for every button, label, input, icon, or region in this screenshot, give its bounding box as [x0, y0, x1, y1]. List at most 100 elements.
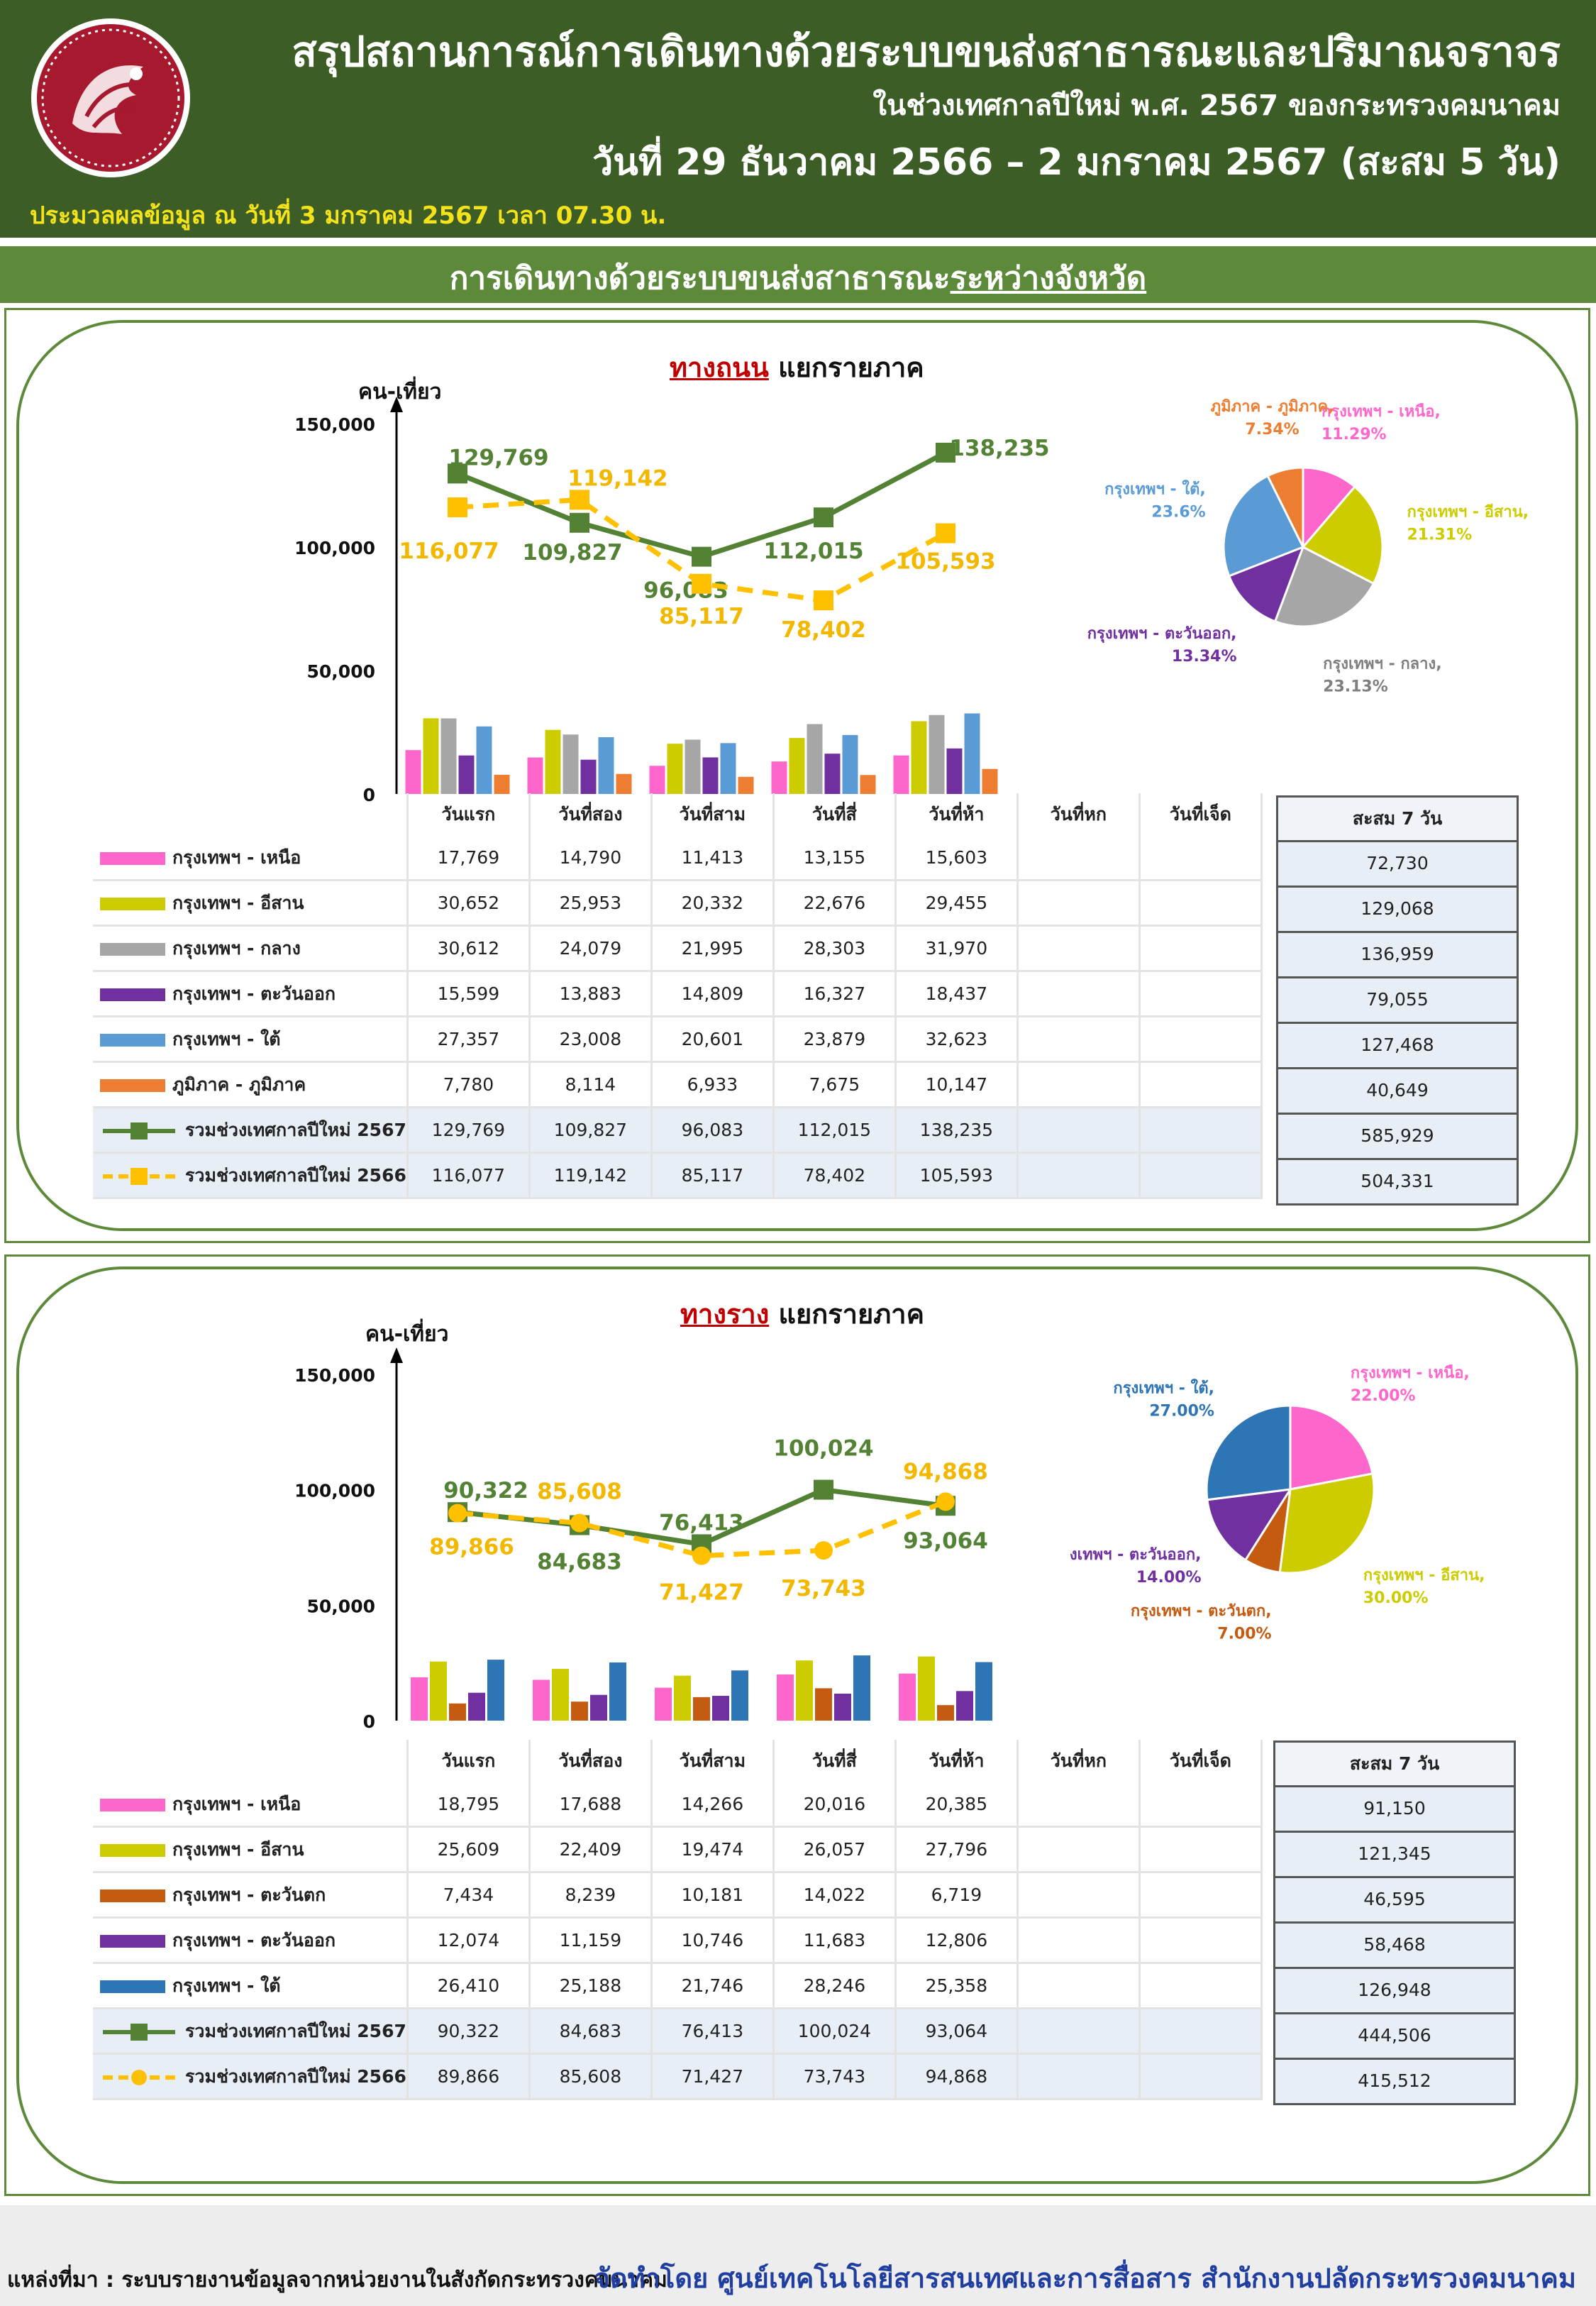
- rail-pie-slice: [1278, 1472, 1375, 1574]
- row-label-text: กรุงเทพฯ - อีสาน: [172, 1838, 304, 1860]
- legend-swatch-icon: [100, 1843, 165, 1857]
- road-mode-label: ทางถนน: [670, 352, 769, 383]
- rail-pie-slice: [1205, 1404, 1292, 1501]
- row-label-text: กรุงเทพฯ - ตะวันออก: [172, 983, 336, 1004]
- table-cell: [1140, 2009, 1263, 2055]
- cumulative-header: สะสม 7 วัน: [1276, 795, 1519, 842]
- rail-pie-label-value: 30.00%: [1363, 1589, 1429, 1607]
- day-column-header: วันที่สาม: [653, 793, 775, 836]
- legend-line-icon: [103, 1167, 175, 1185]
- road-bar: [911, 721, 927, 794]
- road-line-data-label: 105,593: [895, 549, 995, 575]
- rail-y-tick-label: 50,000: [307, 1596, 375, 1616]
- road-line-data-label: 119,142: [567, 465, 667, 491]
- road-y-tick-label: 100,000: [294, 538, 375, 558]
- day-column-header: วันที่หก: [1019, 793, 1141, 836]
- road-bar: [702, 757, 719, 794]
- road-panel: ทางถนน แยกรายภาค คน-เที่ยว 0 50,000 100,00…: [4, 308, 1590, 1243]
- legend-swatch-icon: [100, 1078, 165, 1092]
- rail-bar: [731, 1670, 748, 1721]
- rail-line-marker: [814, 1541, 833, 1560]
- table-cell: 22,676: [774, 881, 897, 927]
- table-cell: 11,413: [652, 836, 775, 881]
- table-cell: 26,410: [408, 1964, 531, 2009]
- rail-combo-chart: 0 50,000 100,000 150,000 90,322 84,683 76,413 1…: [294, 1347, 992, 1732]
- legend-line-icon: [103, 2023, 175, 2041]
- table-cell: 89,866: [408, 2055, 531, 2100]
- rail-line-marker: [936, 1492, 955, 1511]
- table-cell: 138,235: [896, 1108, 1019, 1154]
- day-column-header: วันที่หก: [1019, 1740, 1141, 1782]
- table-header-row: วันแรก วันที่สอง วันที่สาม วันที่สี่ วันที่ห…: [93, 793, 1263, 836]
- table-cell: [1018, 2055, 1141, 2100]
- rail-line-data-label: 100,024: [773, 1436, 873, 1462]
- rail-bar: [712, 1696, 729, 1721]
- day-column-header: วันที่สี่: [775, 793, 897, 836]
- table-cell: 8,114: [530, 1063, 653, 1108]
- rail-y-tick-label: 150,000: [294, 1365, 375, 1386]
- section-title-underlined: ระหว่างจังหวัด: [950, 260, 1147, 297]
- road-bar: [946, 748, 963, 794]
- legend-swatch-icon: [100, 1934, 165, 1948]
- rail-line-marker: [448, 1504, 467, 1523]
- road-line-marker: [448, 497, 467, 518]
- road-pie-label-name: กรุงเทพฯ - กลาง,: [1323, 655, 1441, 673]
- legend-line-marker: [131, 2069, 147, 2085]
- road-pie-label-value: 21.31%: [1407, 526, 1473, 544]
- day-column-header: วันที่เจ็ด: [1141, 1740, 1263, 1782]
- table-cell: [1140, 1828, 1263, 1873]
- table-cell: 85,117: [652, 1154, 775, 1199]
- road-bar: [982, 768, 998, 794]
- table-cell: [1140, 927, 1263, 972]
- road-bar: [423, 718, 439, 794]
- rail-pie-label-name: กรุงเทพฯ - ใต้,: [1113, 1378, 1214, 1398]
- road-line-data-label: 85,117: [659, 604, 744, 629]
- table-cell: 27,796: [896, 1828, 1019, 1873]
- road-bar: [476, 726, 492, 794]
- table-cell: [1140, 1063, 1263, 1108]
- day-column-header: วันที่สี่: [775, 1740, 897, 1782]
- rail-pie-slice: [1206, 1488, 1292, 1562]
- table-cell: [1018, 1782, 1141, 1828]
- rail-bar: [674, 1675, 691, 1721]
- table-cell: 14,266: [652, 1782, 775, 1828]
- rail-bar: [796, 1660, 813, 1721]
- table-cell: 7,780: [408, 1063, 531, 1108]
- rail-pie-label-value: 14.00%: [1136, 1569, 1202, 1587]
- legend-line-marker: [131, 1167, 148, 1185]
- road-bar: [580, 759, 597, 794]
- header: สรุปสถานการณ์การเดินทางด้วยระบบขนส่งสาธา…: [0, 0, 1596, 238]
- rail-bar: [590, 1694, 607, 1721]
- table-cell: 18,795: [408, 1782, 531, 1828]
- rail-line-2566: [457, 1499, 947, 1559]
- table-cell: 12,074: [408, 1919, 531, 1964]
- cumulative-cell: 585,929: [1276, 1115, 1519, 1160]
- road-pie-label-name: กรุงเทพฯ - ใต้,: [1104, 480, 1206, 500]
- table-cell: 15,599: [408, 972, 531, 1017]
- road-bar: [667, 744, 683, 794]
- row-label-text: กรุงเทพฯ - ใต้: [172, 1975, 281, 1996]
- table-cell: 6,719: [896, 1873, 1019, 1919]
- road-bar: [649, 766, 665, 794]
- table-cell: 25,188: [530, 1964, 653, 2009]
- road-bar: [563, 734, 579, 794]
- row-label: กรุงเทพฯ - อีสาน: [93, 1828, 409, 1873]
- road-bar: [771, 761, 787, 794]
- rail-bar: [430, 1661, 447, 1721]
- row-label: กรุงเทพฯ - เหนือ: [93, 836, 409, 881]
- rail-pie-label-name: กรุงเทพฯ - ตะวันออก,: [1070, 1546, 1202, 1565]
- day-column-header: วันแรก: [409, 793, 531, 836]
- table-cell: [1140, 1919, 1263, 1964]
- table-cell: 32,623: [896, 1017, 1019, 1063]
- rail-bar: [609, 1662, 626, 1721]
- rail-bar: [899, 1673, 916, 1721]
- rail-pie-slice: [1289, 1404, 1374, 1491]
- road-bar: [616, 773, 632, 794]
- table-row: กรุงเทพฯ - ใต้ 26,410 25,188 21,746 28,246 25…: [93, 1964, 1263, 2009]
- table-row: กรุงเทพฯ - ตะวันออก 15,599 13,883 14,809 16,…: [93, 972, 1263, 1017]
- rail-data-table: วันแรก วันที่สอง วันที่สาม วันที่สี่ วันที่ห…: [93, 1740, 1263, 2100]
- credit-note: จัดทำโดย ศูนย์เทคโนโลยีสารสนเทศและการสื่…: [594, 2263, 1576, 2294]
- table-cell: 23,008: [530, 1017, 653, 1063]
- table-row: กรุงเทพฯ - กลาง 30,612 24,079 21,995 28,303 3…: [93, 927, 1263, 972]
- road-bar: [405, 750, 421, 794]
